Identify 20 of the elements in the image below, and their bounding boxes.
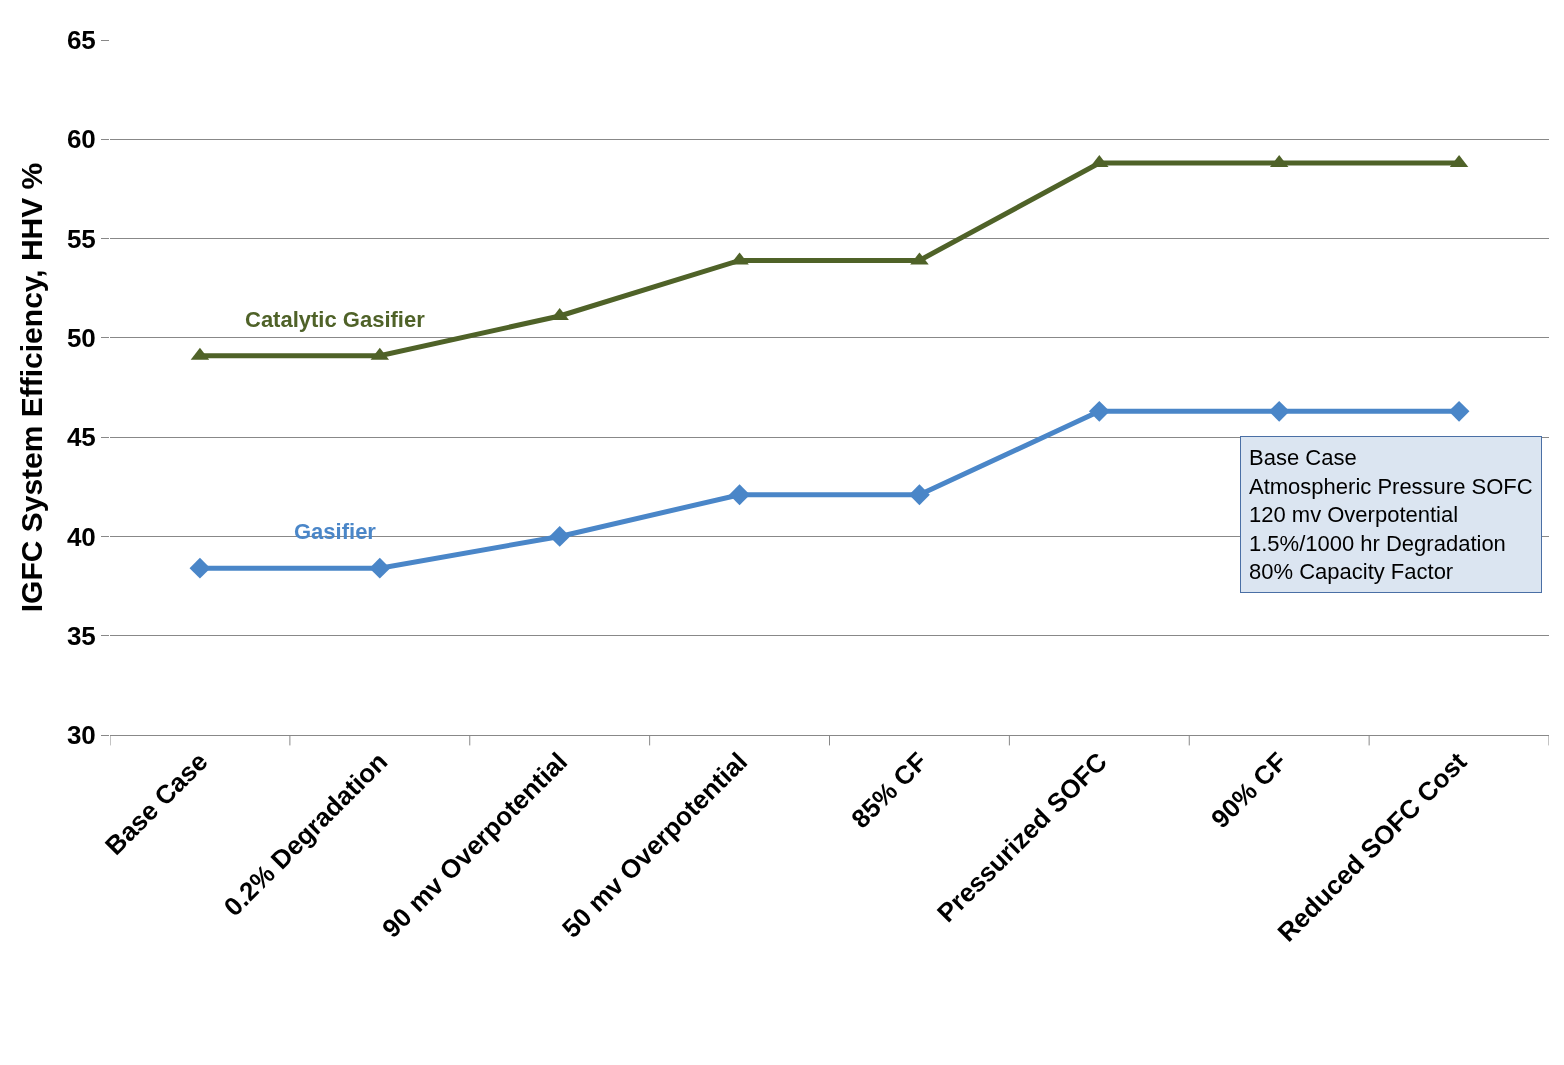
y-axis-title: IGFC System Efficiency, HHV %	[14, 162, 48, 613]
point	[1448, 400, 1470, 422]
point	[1268, 400, 1290, 422]
y-tick-label: 55	[66, 223, 96, 254]
series-label: Catalytic Gasifier	[245, 307, 426, 332]
y-tick-label: 60	[66, 124, 96, 155]
y-tick-label: 30	[66, 720, 96, 751]
point	[369, 557, 391, 579]
y-tick-label: 50	[66, 322, 96, 353]
point	[1088, 400, 1110, 422]
point	[189, 557, 211, 579]
y-tick-label: 65	[66, 25, 96, 56]
annotation: Base Case Atmospheric Pressure SOFC 120 mv Overpotential 1.5%/1000 hr Degradation 80% Capacity Factor	[1249, 445, 1533, 585]
point	[909, 484, 930, 506]
y-tick-label: 45	[66, 422, 96, 453]
x-tick-label: 90% CF	[1205, 746, 1293, 835]
y-tick-label: 40	[66, 521, 96, 552]
y-tick-label: 35	[66, 620, 96, 651]
point	[729, 484, 750, 506]
point	[549, 526, 571, 547]
